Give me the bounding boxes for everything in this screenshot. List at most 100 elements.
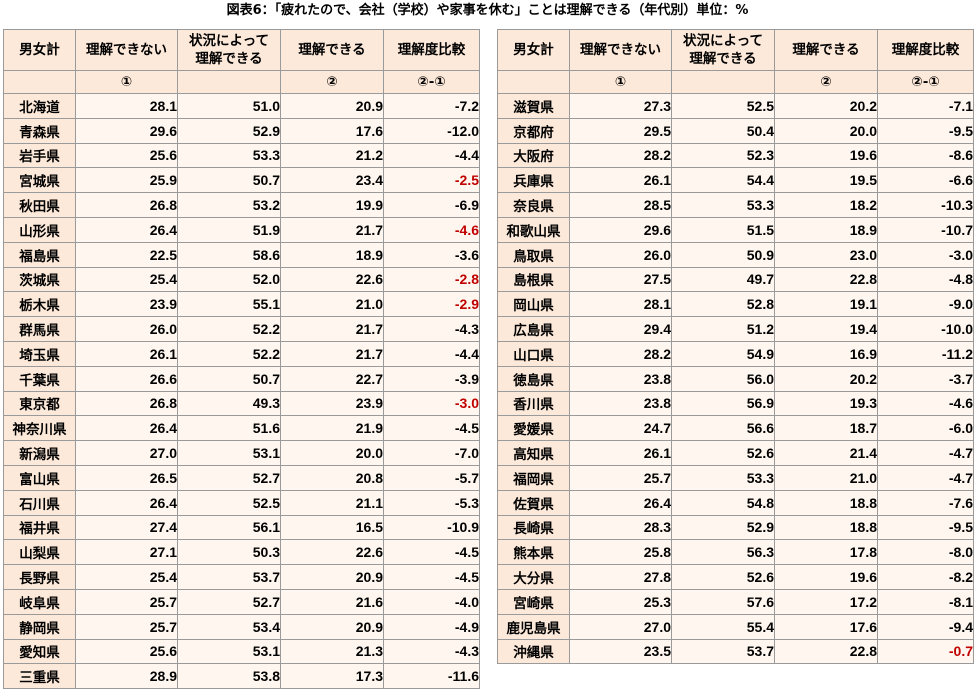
- depends-value: 56.0: [671, 365, 775, 392]
- not-understand-value: 22.5: [75, 241, 178, 268]
- header-understand: 理解できる: [280, 29, 384, 71]
- not-understand-value: 25.4: [75, 564, 178, 590]
- table-row: 群馬県 26.0 52.2 21.7 -4.3: [3, 316, 480, 342]
- table-row: 宮城県 25.9 50.7 23.4 -2.5: [3, 167, 480, 194]
- understand-value: 19.6: [774, 564, 878, 590]
- prefecture-cell: 岐阜県: [3, 588, 76, 615]
- table-row: 広島県 29.4 51.2 19.4 -10.0: [497, 316, 974, 342]
- understand-value: 21.6: [280, 588, 384, 615]
- prefecture-cell: 青森県: [3, 117, 76, 144]
- not-understand-value: 25.8: [569, 539, 672, 566]
- not-understand-value: 23.8: [569, 390, 672, 417]
- prefecture-cell: 埼玉県: [3, 340, 76, 367]
- depends-value: 54.9: [671, 340, 775, 367]
- understand-value: 20.9: [280, 93, 384, 119]
- depends-value: 56.9: [671, 390, 775, 417]
- table-row: 兵庫県 26.1 54.4 19.5 -6.6: [497, 167, 974, 194]
- comparison-value: -10.7: [877, 216, 974, 243]
- understand-value: 21.0: [774, 464, 878, 491]
- comparison-value: -9.4: [877, 613, 974, 640]
- comparison-value: -2.8: [383, 266, 480, 293]
- comparison-value: -10.0: [877, 316, 974, 342]
- marker-not-understand: ①: [569, 70, 672, 94]
- understand-value: 21.9: [280, 415, 384, 442]
- header-depends-line1: 状況によって: [683, 33, 763, 49]
- understand-value: 21.2: [280, 142, 384, 169]
- not-understand-value: 26.1: [569, 440, 672, 466]
- table-row: 鳥取県 26.0 50.9 23.0 -3.0: [497, 241, 974, 268]
- prefecture-cell: 滋賀県: [497, 93, 570, 119]
- prefecture-cell: 大阪府: [497, 142, 570, 169]
- understand-value: 20.9: [280, 564, 384, 590]
- prefecture-cell: 神奈川県: [3, 415, 76, 442]
- depends-value: 53.7: [671, 638, 775, 665]
- depends-value: 57.6: [671, 588, 775, 615]
- not-understand-value: 23.5: [569, 638, 672, 665]
- depends-value: 52.5: [177, 489, 281, 516]
- depends-value: 55.4: [671, 613, 775, 640]
- understand-value: 20.2: [774, 365, 878, 392]
- understand-value: 23.9: [280, 390, 384, 417]
- understand-value: 22.6: [280, 266, 384, 293]
- understand-value: 22.8: [774, 266, 878, 293]
- not-understand-value: 27.0: [569, 613, 672, 640]
- comparison-value: -10.3: [877, 192, 974, 218]
- table-row: 秋田県 26.8 53.2 19.9 -6.9: [3, 192, 480, 218]
- understand-value: 21.1: [280, 489, 384, 516]
- understand-value: 17.6: [774, 613, 878, 640]
- prefecture-cell: 富山県: [3, 464, 76, 491]
- header-depends: 状況によって 理解できる: [671, 29, 775, 71]
- depends-value: 50.9: [671, 241, 775, 268]
- depends-value: 52.9: [671, 514, 775, 541]
- depends-value: 51.5: [671, 216, 775, 243]
- not-understand-value: 26.1: [75, 340, 178, 367]
- table-row: 茨城県 25.4 52.0 22.6 -2.8: [3, 266, 480, 293]
- header-depends: 状況によって 理解できる: [177, 29, 281, 71]
- not-understand-value: 25.6: [75, 638, 178, 665]
- depends-value: 58.6: [177, 241, 281, 268]
- understand-value: 18.8: [774, 514, 878, 541]
- prefecture-cell: 栃木県: [3, 291, 76, 318]
- prefecture-cell: 鹿児島県: [497, 613, 570, 640]
- understand-value: 23.4: [280, 167, 384, 194]
- depends-value: 51.0: [177, 93, 281, 119]
- marker-comparison: ②-①: [383, 70, 480, 94]
- table-row: 東京都 26.8 49.3 23.9 -3.0: [3, 390, 480, 417]
- not-understand-value: 28.9: [75, 663, 178, 690]
- comparison-value: -10.9: [383, 514, 480, 541]
- comparison-value: -2.5: [383, 167, 480, 194]
- depends-value: 51.2: [671, 316, 775, 342]
- table-row: 和歌山県 29.6 51.5 18.9 -10.7: [497, 216, 974, 243]
- not-understand-value: 25.9: [75, 167, 178, 194]
- prefecture-cell: 宮崎県: [497, 588, 570, 615]
- table-row: 愛知県 25.6 53.1 21.3 -4.3: [3, 638, 480, 665]
- comparison-value: -4.6: [877, 390, 974, 417]
- marker-comparison: ②-①: [877, 70, 974, 94]
- not-understand-value: 29.6: [75, 117, 178, 144]
- prefecture-cell: 石川県: [3, 489, 76, 516]
- prefecture-cell: 熊本県: [497, 539, 570, 566]
- comparison-value: -3.0: [877, 241, 974, 268]
- comparison-value: -4.6: [383, 216, 480, 243]
- prefecture-cell: 岩手県: [3, 142, 76, 169]
- understand-value: 18.2: [774, 192, 878, 218]
- not-understand-value: 26.0: [75, 316, 178, 342]
- understand-value: 17.3: [280, 663, 384, 690]
- depends-value: 51.6: [177, 415, 281, 442]
- understand-value: 21.7: [280, 316, 384, 342]
- prefecture-cell: 山口県: [497, 340, 570, 367]
- not-understand-value: 26.0: [569, 241, 672, 268]
- prefecture-cell: 福岡県: [497, 464, 570, 491]
- header-comparison: 理解度比較: [383, 29, 480, 71]
- understand-value: 23.0: [774, 241, 878, 268]
- depends-value: 52.7: [177, 588, 281, 615]
- not-understand-value: 28.3: [569, 514, 672, 541]
- not-understand-value: 27.4: [75, 514, 178, 541]
- marker-empty: [497, 70, 570, 94]
- header-depends-line2: 理解できる: [689, 51, 757, 67]
- comparison-value: -2.9: [383, 291, 480, 318]
- comparison-value: -4.5: [383, 415, 480, 442]
- comparison-value: -12.0: [383, 117, 480, 144]
- table-row: 福島県 22.5 58.6 18.9 -3.6: [3, 241, 480, 268]
- comparison-value: -9.0: [877, 291, 974, 318]
